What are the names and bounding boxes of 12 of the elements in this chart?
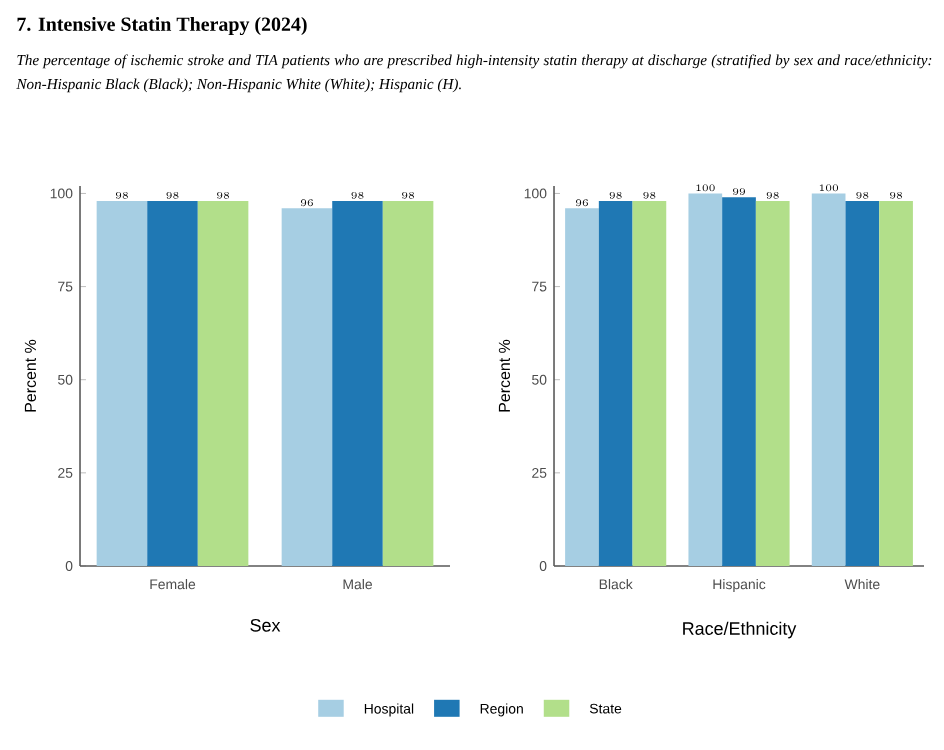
bar (755, 200, 790, 566)
x-axis-title: Sex (250, 618, 281, 632)
bar (688, 193, 723, 566)
chart-title: 7. Intensive Statin Therapy (2024) (17, 16, 307, 36)
bar (598, 200, 633, 566)
bar (722, 197, 756, 566)
x-axis-title: Race/Ethnicity (683, 621, 797, 639)
bar (879, 200, 913, 566)
bar (565, 208, 599, 566)
bar (845, 200, 880, 566)
bar (632, 200, 667, 566)
bar (811, 193, 846, 566)
